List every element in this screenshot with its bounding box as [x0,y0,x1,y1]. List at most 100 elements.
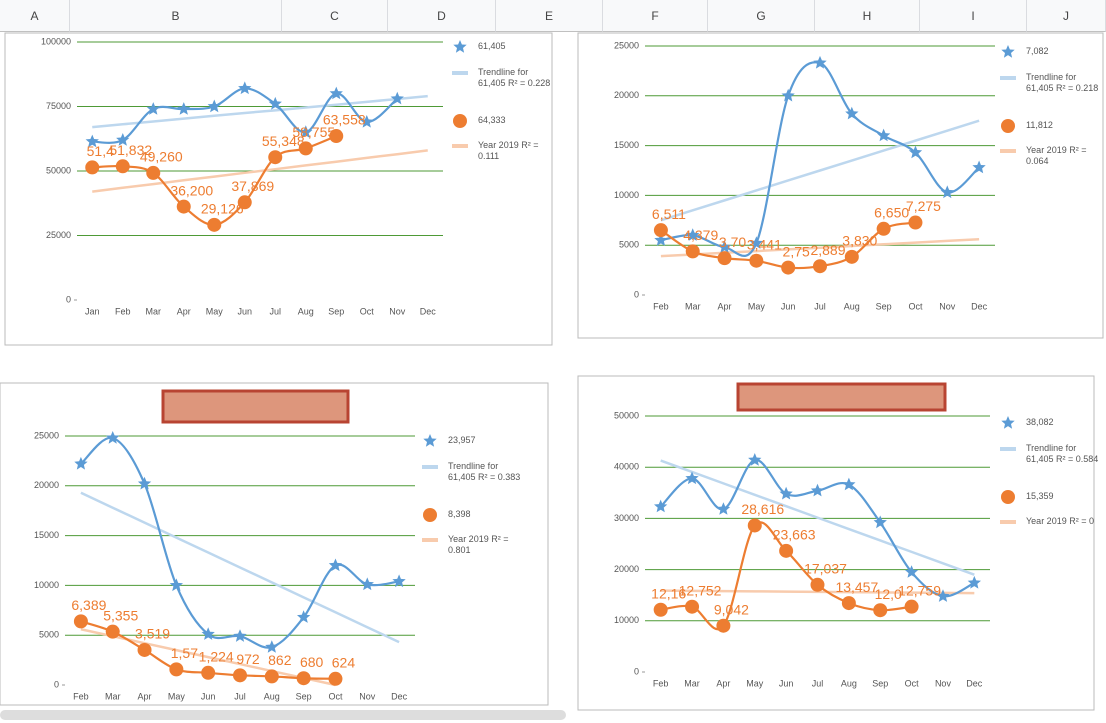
star-marker [146,102,160,115]
data-label: 972 [236,651,260,667]
circle-marker [85,160,100,175]
y-tick-label: 25000 [34,430,59,440]
circle-marker [146,165,161,180]
series-line [660,119,980,222]
star-marker [238,81,252,95]
data-label: 3,70 [719,234,746,250]
data-label: 29,126 [201,201,244,217]
star-marker [328,558,343,572]
legend-entry: Year 2019 R² = 0.801 [448,534,509,555]
star-marker [972,160,986,174]
star-marker [810,483,825,497]
title-box [161,389,350,424]
star-marker [748,453,762,466]
data-label: 6,511 [652,206,686,222]
x-tick-label: May [168,691,186,701]
x-tick-label: Oct [328,691,343,701]
data-label: 12,0 [875,586,902,602]
x-tick-label: Mar [105,691,121,701]
legend-star [1001,45,1015,58]
y-tick-label: 30000 [614,513,639,523]
x-tick-label: Jul [234,691,246,701]
legend-entry: 7,082 [1026,46,1049,56]
circle-marker [105,624,120,639]
y-tick-label: 25000 [46,230,71,240]
legend-entry: Year 2019 R² = 0.064 [1026,145,1087,166]
star-marker [842,477,856,491]
star-marker [268,96,282,110]
star-marker [74,456,88,470]
legend-entry: 15,359 [1026,491,1054,501]
data-label: 4,379 [683,227,718,243]
circle-marker [781,260,796,275]
x-tick-label: Apr [716,678,730,688]
data-label: 12,759 [898,582,941,598]
star-marker [390,91,404,105]
circle-marker [329,129,344,144]
star-marker [749,236,763,249]
star-marker [654,233,668,246]
circle-marker [115,159,130,174]
x-tick-label: Mar [685,301,701,311]
data-label: 5,355 [103,607,138,623]
x-tick-label: Nov [359,691,376,701]
star-marker [329,86,343,100]
y-tick-label: 0 [66,294,71,304]
legend-star [453,40,467,53]
y-tick-label: 10000 [614,615,639,625]
scrollbar[interactable] [0,710,566,720]
star-marker [936,589,950,602]
y-tick-label: 50000 [46,165,71,175]
legend-entry: Trendline for 61,405 R² = 0.218 [1026,72,1099,93]
star-marker [904,565,919,578]
y-tick-label: 20000 [614,564,639,574]
circle-marker [201,665,216,680]
star-marker [169,578,183,592]
data-label: 28,616 [741,501,784,517]
x-tick-label: Apr [718,301,732,311]
x-tick-label: Dec [966,678,983,688]
y-tick-label: 0 [634,289,639,299]
star-marker [392,574,406,588]
x-tick-label: Dec [391,691,408,701]
column-header: D [388,0,496,32]
x-tick-label: Feb [73,691,89,701]
y-tick-label: 25000 [614,40,639,50]
x-tick-label: Nov [939,301,956,311]
legend-entry: Trendline for 61,405 R² = 0.383 [448,461,521,482]
data-label: 9,042 [714,601,749,617]
circle-marker [716,618,731,633]
column-header: J [1027,0,1106,32]
circle-marker [747,518,762,533]
chart-frame [4,32,553,346]
star-marker [845,106,859,120]
legend-entry: Trendline for 61,405 R² = 0.584 [1026,443,1099,464]
x-tick-label: Sep [296,691,312,701]
data-label: 51,832 [109,142,152,158]
circle-marker [176,199,191,214]
star-marker [779,486,793,500]
x-tick-label: May [206,306,224,316]
circle-marker [73,614,88,629]
data-label: 2,75 [783,243,810,259]
star-marker [813,55,827,69]
star-marker [685,471,699,485]
circle-marker [841,596,856,611]
data-label: 680 [300,654,324,670]
x-tick-label: Aug [844,301,860,311]
x-tick-label: Nov [389,306,406,316]
circle-marker [844,249,859,264]
legend-entry: 23,957 [448,435,476,445]
star-marker [716,502,731,515]
y-tick-label: 15000 [614,140,639,150]
title-box [736,382,947,412]
x-tick-label: Jun [781,301,796,311]
circle-marker [810,577,825,592]
series-line [660,237,980,258]
series-line [80,628,336,687]
column-header: B [70,0,282,32]
x-tick-label: Jun [201,691,216,701]
star-marker [137,476,152,490]
